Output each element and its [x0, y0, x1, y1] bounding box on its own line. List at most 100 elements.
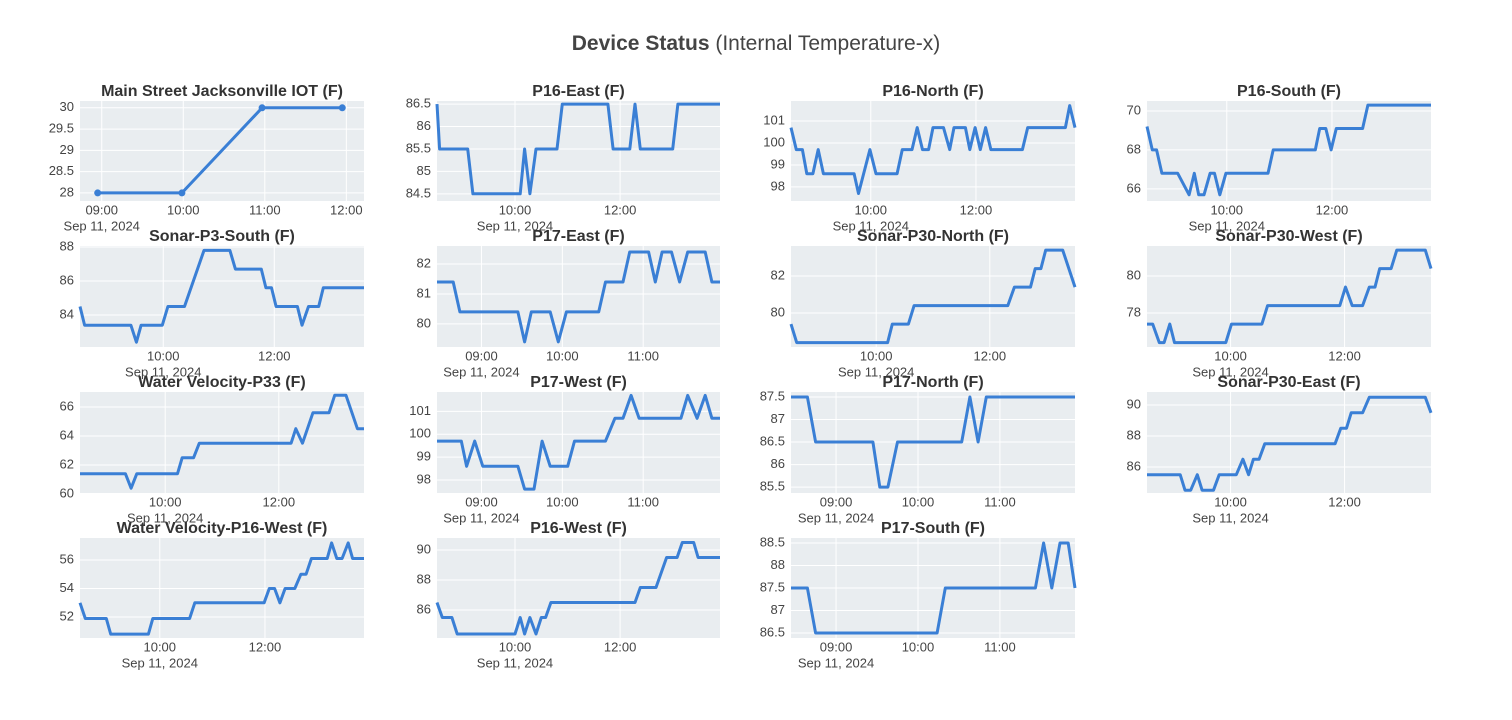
- x-tick-label: 10:00: [854, 202, 887, 217]
- y-tick-label: 86: [1127, 458, 1141, 473]
- subplot-title: P16-South (F): [1237, 83, 1341, 100]
- x-date-label: Sep 11, 2024: [798, 655, 874, 670]
- subplot-title: Sonar-P30-East (F): [1217, 374, 1360, 391]
- y-tick-label: 88.5: [760, 534, 785, 549]
- y-tick-label: 80: [417, 315, 431, 330]
- y-tick-label: 62: [60, 456, 74, 471]
- y-tick-label: 90: [1127, 396, 1141, 411]
- subplot-title: Water Velocity-P16-West (F): [117, 520, 328, 537]
- x-tick-label: 10:00: [149, 494, 182, 509]
- data-point: [258, 104, 266, 112]
- plot-area: [437, 538, 720, 638]
- y-tick-label: 88: [417, 571, 431, 586]
- y-tick-label: 68: [1127, 141, 1141, 156]
- y-tick-label: 66: [60, 398, 74, 413]
- y-tick-label: 30: [60, 99, 74, 114]
- x-tick-label: 09:00: [85, 202, 118, 217]
- y-tick-label: 88: [1127, 427, 1141, 442]
- x-date-label: Sep 11, 2024: [443, 364, 519, 379]
- y-tick-label: 85: [417, 163, 431, 178]
- y-tick-label: 86: [417, 118, 431, 133]
- y-tick-label: 90: [417, 541, 431, 556]
- plot-area: [791, 101, 1075, 201]
- series-line: [1147, 248, 1433, 345]
- x-tick-label: 12:00: [1316, 202, 1349, 217]
- series-line: [80, 393, 364, 490]
- x-tick-label: 12:00: [974, 348, 1007, 363]
- series-line: [97, 106, 343, 195]
- x-tick-label: 10:00: [546, 494, 579, 509]
- y-tick-label: 98: [771, 178, 785, 193]
- subplot-title: Sonar-P3-South (F): [149, 228, 295, 245]
- y-tick-label: 87: [771, 411, 785, 426]
- series-line: [78, 541, 364, 636]
- y-tick-label: 99: [771, 156, 785, 171]
- x-tick-label: 10:00: [860, 348, 893, 363]
- y-tick-label: 85.5: [760, 479, 785, 494]
- x-tick-label: 12:00: [249, 639, 282, 654]
- subplot-title: P16-East (F): [532, 83, 624, 100]
- x-date-label: Sep 11, 2024: [443, 510, 519, 525]
- subplot-title: Sonar-P30-West (F): [1215, 228, 1362, 245]
- x-tick-label: 12:00: [960, 202, 993, 217]
- series-line: [789, 104, 1077, 195]
- x-tick-label: 10:00: [499, 202, 532, 217]
- subplot-title: Sonar-P30-North (F): [857, 228, 1009, 245]
- series-line: [437, 250, 720, 344]
- data-point: [338, 104, 346, 112]
- y-tick-label: 70: [1127, 102, 1141, 117]
- x-tick-label: 09:00: [820, 639, 853, 654]
- x-tick-label: 12:00: [1328, 494, 1361, 509]
- title-sub: (Internal Temperature-x): [715, 32, 940, 55]
- x-tick-label: 10:00: [147, 348, 180, 363]
- y-tick-label: 86.5: [406, 96, 431, 111]
- x-tick-label: 10:00: [1210, 202, 1243, 217]
- y-tick-label: 87: [771, 602, 785, 617]
- x-tick-label: 10:00: [1214, 494, 1247, 509]
- x-date-label: Sep 11, 2024: [1192, 510, 1268, 525]
- y-tick-label: 29.5: [49, 121, 74, 136]
- y-tick-label: 101: [763, 112, 785, 127]
- x-date-label: Sep 11, 2024: [477, 218, 553, 233]
- plot-area: [1147, 246, 1431, 347]
- y-tick-label: 101: [409, 403, 431, 418]
- y-tick-label: 80: [1127, 267, 1141, 282]
- y-tick-label: 87.5: [760, 579, 785, 594]
- y-tick-label: 64: [60, 427, 74, 442]
- x-tick-label: 11:00: [984, 639, 1016, 654]
- subplot-title: P16-West (F): [530, 520, 627, 537]
- y-tick-label: 29: [60, 142, 74, 157]
- y-tick-label: 86: [60, 272, 74, 287]
- y-tick-label: 100: [409, 426, 431, 441]
- series-line: [78, 248, 364, 344]
- y-tick-label: 88: [771, 557, 785, 572]
- x-date-label: Sep 11, 2024: [64, 218, 140, 233]
- series-line: [1147, 395, 1433, 492]
- y-tick-label: 82: [771, 267, 785, 282]
- y-tick-label: 52: [60, 608, 74, 623]
- y-tick-label: 80: [771, 304, 785, 319]
- x-tick-label: 10:00: [902, 494, 935, 509]
- series-line: [789, 248, 1077, 345]
- y-tick-label: 86: [417, 601, 431, 616]
- y-tick-label: 28.5: [49, 163, 74, 178]
- y-tick-label: 99: [417, 449, 431, 464]
- x-tick-label: 10:00: [167, 202, 200, 217]
- x-tick-label: 12:00: [263, 494, 296, 509]
- data-point: [178, 189, 186, 197]
- x-tick-label: 12:00: [330, 202, 363, 217]
- x-tick-label: 11:00: [627, 348, 659, 363]
- y-tick-label: 78: [1127, 304, 1141, 319]
- x-date-label: Sep 11, 2024: [125, 364, 201, 379]
- y-tick-label: 60: [60, 485, 74, 500]
- y-tick-label: 54: [60, 580, 74, 595]
- data-point: [94, 189, 102, 197]
- plot-area: [437, 101, 720, 201]
- x-tick-label: 12:00: [1328, 348, 1361, 363]
- y-tick-label: 86.5: [760, 433, 785, 448]
- subplot-title: Water Velocity-P33 (F): [138, 374, 305, 391]
- x-tick-label: 12:00: [604, 202, 637, 217]
- y-tick-label: 84: [60, 306, 74, 321]
